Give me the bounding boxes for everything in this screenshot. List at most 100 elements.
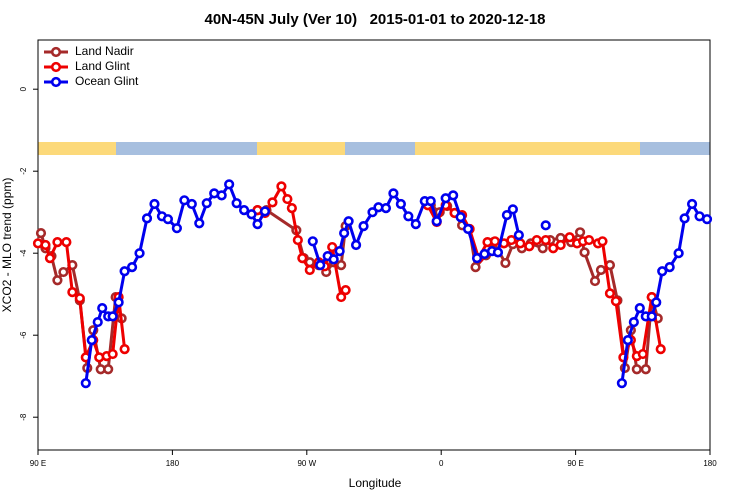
data-point [616,378,627,389]
data-point [259,206,271,217]
data-point [431,216,442,227]
legend-label: Land Glint [75,59,130,73]
data-point [97,303,108,314]
data-point [92,316,103,328]
data-point [334,246,345,257]
data-point [610,296,622,307]
data-point [107,348,118,360]
data-point [267,197,278,208]
data-point [52,275,63,286]
data-point [328,254,339,265]
data-point [61,237,72,248]
data-point [555,239,566,251]
data-point [631,364,642,375]
data-point [501,209,513,221]
legend-label: Ocean Glint [75,74,139,88]
data-point [52,237,63,248]
data-point [149,198,160,210]
data-point [622,335,633,346]
data-point [574,227,586,238]
data-point [358,221,369,232]
data-point [286,203,297,214]
data-point [655,344,666,355]
data-point [350,239,362,251]
data-point [701,214,713,225]
data-point [410,218,421,230]
data-point [134,248,145,259]
data-point [327,241,338,253]
data-point [589,275,601,287]
land-strip [38,142,116,155]
data-point [86,335,97,346]
data-point [80,378,91,389]
data-point [40,239,51,251]
data-point [315,259,326,271]
data-point [657,266,668,277]
x-axis-label: Longitude [349,476,402,490]
data-point [74,293,85,304]
data-point [651,297,662,308]
data-point [126,262,138,273]
data-point [201,198,212,209]
land-mask [38,142,710,155]
data-point [637,348,648,360]
data-point [540,220,551,231]
legend-marker [50,61,62,73]
y-tick-label: -4 [19,249,28,257]
legend-marker [50,76,62,88]
data-point [216,190,227,201]
data-point [340,285,351,296]
data-point [489,236,501,247]
data-point [448,190,459,201]
data-point [462,223,474,235]
data-point [634,303,645,314]
x-tick-label: 90 W [297,459,316,468]
data-point [276,181,287,192]
data-point [583,234,595,246]
data-point [425,196,436,207]
land-strip [415,142,640,155]
data-point [403,211,414,222]
legend-marker [50,46,62,58]
data-point [579,247,590,258]
land-strip [257,142,345,155]
data-point [113,297,124,308]
data-point [282,193,293,205]
data-point [564,232,575,243]
data-point [470,262,481,273]
data-point [515,238,526,249]
data-point [252,218,263,230]
data-point [307,236,318,247]
data-point [679,213,690,224]
x-tick-label: 180 [166,459,180,468]
data-point [664,262,675,273]
data-point [292,234,303,246]
data-point [492,247,504,258]
data-point [471,253,483,264]
data-point [224,179,235,190]
data-point [604,288,616,299]
data-point [194,218,205,229]
data-point [171,223,182,234]
y-tick-label: -2 [19,167,28,175]
data-point [339,228,350,239]
data-point [500,257,511,269]
data-point [513,230,524,241]
y-axis-label: XCO2 - MLO trend (ppm) [0,178,14,313]
data-point [238,205,250,216]
x-tick-label: 90 E [567,459,583,468]
data-point [186,198,197,210]
y-tick-label: 0 [19,86,28,91]
data-point [107,311,118,322]
data-point [531,234,542,246]
data-point [673,248,684,259]
data-point [67,287,78,298]
data-point [595,264,607,276]
data-point [343,216,354,227]
x-tick-label: 0 [439,459,444,468]
y-tick-label: -6 [19,331,28,339]
data-point [35,228,47,239]
data-point [304,264,315,276]
